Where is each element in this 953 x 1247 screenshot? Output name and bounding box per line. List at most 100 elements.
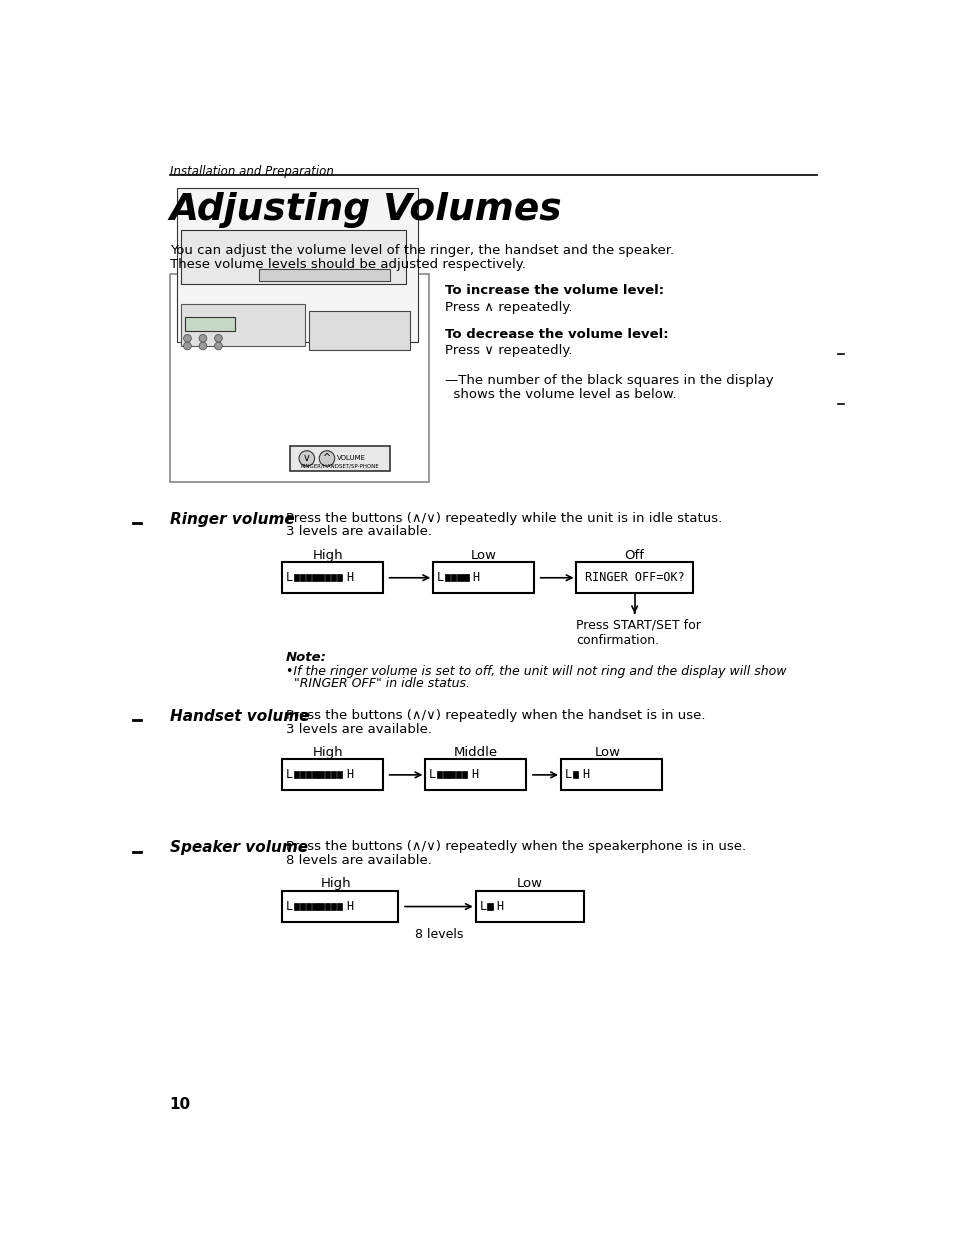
Text: To decrease the volume level:: To decrease the volume level: bbox=[444, 328, 668, 342]
Text: H: H bbox=[346, 900, 353, 913]
Text: L: L bbox=[479, 900, 486, 913]
Text: To increase the volume level:: To increase the volume level: bbox=[444, 284, 663, 297]
Text: H: H bbox=[471, 768, 477, 782]
Circle shape bbox=[183, 342, 192, 350]
Text: 8 levels: 8 levels bbox=[415, 928, 462, 941]
Bar bbox=[185, 317, 235, 330]
Text: High: High bbox=[313, 746, 343, 758]
Bar bbox=[449, 772, 455, 778]
Bar bbox=[331, 575, 335, 581]
Bar bbox=[461, 772, 467, 778]
Text: L: L bbox=[286, 768, 293, 782]
Circle shape bbox=[183, 334, 192, 342]
Bar bbox=[451, 575, 456, 581]
Text: H: H bbox=[346, 571, 353, 585]
Text: Speaker volume: Speaker volume bbox=[170, 840, 308, 855]
Bar bbox=[299, 903, 305, 910]
Bar bbox=[177, 188, 417, 342]
Text: L: L bbox=[286, 900, 293, 913]
Bar bbox=[181, 231, 406, 284]
Bar bbox=[336, 903, 342, 910]
Bar bbox=[294, 903, 298, 910]
Bar bbox=[324, 903, 330, 910]
Circle shape bbox=[298, 450, 314, 466]
Text: Installation and Preparation: Installation and Preparation bbox=[170, 165, 334, 178]
Text: Middle: Middle bbox=[454, 746, 497, 758]
Bar bbox=[444, 575, 450, 581]
Bar bbox=[331, 903, 335, 910]
Bar bbox=[476, 892, 583, 922]
Bar bbox=[258, 269, 390, 281]
Text: "RINGER OFF" in idle status.: "RINGER OFF" in idle status. bbox=[286, 677, 470, 690]
Text: Low: Low bbox=[594, 746, 619, 758]
Bar bbox=[336, 575, 342, 581]
Text: 10: 10 bbox=[170, 1097, 191, 1112]
Bar bbox=[306, 575, 311, 581]
Text: Note:: Note: bbox=[286, 651, 327, 663]
Text: L: L bbox=[429, 768, 436, 782]
Bar bbox=[560, 759, 661, 791]
Bar bbox=[181, 303, 305, 345]
Text: Press START/SET for
confirmation.: Press START/SET for confirmation. bbox=[576, 619, 700, 647]
Bar bbox=[324, 575, 330, 581]
Text: ^: ^ bbox=[322, 454, 331, 464]
Bar bbox=[312, 575, 317, 581]
Bar bbox=[282, 892, 397, 922]
Text: H: H bbox=[581, 768, 588, 782]
Text: L: L bbox=[286, 571, 293, 585]
Text: v: v bbox=[304, 454, 310, 464]
Text: L: L bbox=[436, 571, 444, 585]
Bar bbox=[294, 575, 298, 581]
Bar bbox=[318, 903, 323, 910]
Bar bbox=[456, 575, 462, 581]
Text: H: H bbox=[346, 768, 353, 782]
Text: High: High bbox=[313, 549, 343, 561]
Bar bbox=[309, 312, 410, 350]
Bar bbox=[336, 772, 342, 778]
Text: L: L bbox=[564, 768, 572, 782]
Bar bbox=[290, 446, 390, 470]
Text: 3 levels are available.: 3 levels are available. bbox=[286, 722, 432, 736]
Text: Press the buttons (∧/∨) repeatedly while the unit is in idle status.: Press the buttons (∧/∨) repeatedly while… bbox=[286, 511, 721, 525]
Text: High: High bbox=[320, 878, 352, 890]
Bar bbox=[463, 575, 468, 581]
Bar bbox=[299, 575, 305, 581]
Text: Off: Off bbox=[624, 549, 644, 561]
Bar bbox=[436, 772, 442, 778]
Bar bbox=[312, 903, 317, 910]
Text: Press ∧ repeatedly.: Press ∧ repeatedly. bbox=[444, 301, 572, 313]
Bar bbox=[425, 759, 525, 791]
Text: You can adjust the volume level of the ringer, the handset and the speaker.: You can adjust the volume level of the r… bbox=[170, 244, 673, 257]
Circle shape bbox=[319, 450, 335, 466]
Bar bbox=[282, 759, 382, 791]
Text: H: H bbox=[497, 900, 503, 913]
Text: Press the buttons (∧/∨) repeatedly when the handset is in use.: Press the buttons (∧/∨) repeatedly when … bbox=[286, 708, 704, 722]
Bar bbox=[487, 903, 493, 910]
Text: H: H bbox=[472, 571, 479, 585]
Circle shape bbox=[214, 334, 222, 342]
Bar bbox=[299, 772, 305, 778]
Bar bbox=[433, 562, 534, 594]
Bar bbox=[576, 562, 692, 594]
Bar bbox=[572, 772, 578, 778]
Text: RINGER/HANDSET/SP-PHONE: RINGER/HANDSET/SP-PHONE bbox=[300, 464, 379, 469]
Text: Press the buttons (∧/∨) repeatedly when the speakerphone is in use.: Press the buttons (∧/∨) repeatedly when … bbox=[286, 840, 745, 853]
Bar bbox=[306, 903, 311, 910]
Text: Adjusting Volumes: Adjusting Volumes bbox=[170, 192, 561, 228]
Text: Handset volume: Handset volume bbox=[170, 708, 309, 723]
Bar bbox=[443, 772, 448, 778]
Text: Low: Low bbox=[517, 878, 542, 890]
Text: VOLUME: VOLUME bbox=[337, 455, 366, 461]
Text: Low: Low bbox=[470, 549, 496, 561]
Bar bbox=[456, 772, 460, 778]
Circle shape bbox=[199, 334, 207, 342]
Bar bbox=[324, 772, 330, 778]
Bar bbox=[294, 772, 298, 778]
Bar bbox=[318, 575, 323, 581]
Bar bbox=[318, 772, 323, 778]
Circle shape bbox=[199, 342, 207, 350]
Text: Press ∨ repeatedly.: Press ∨ repeatedly. bbox=[444, 344, 572, 358]
Text: Ringer volume: Ringer volume bbox=[170, 511, 294, 526]
Circle shape bbox=[214, 342, 222, 350]
Text: These volume levels should be adjusted respectively.: These volume levels should be adjusted r… bbox=[170, 258, 525, 271]
